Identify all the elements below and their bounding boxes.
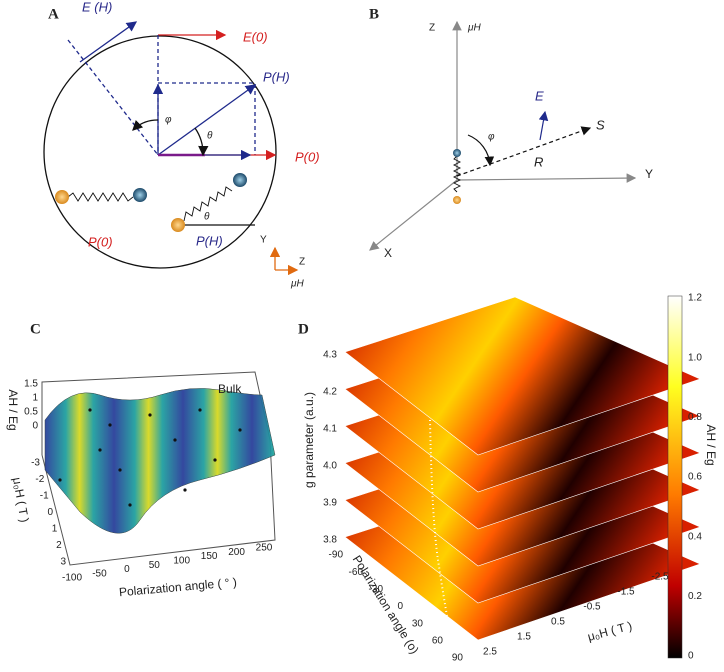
tick-label: 0.8 [688,412,702,423]
label: S [596,117,605,132]
tick-label: 1.0 [688,352,702,363]
label: E (H) [82,0,112,14]
axis-label: g parameter (a.u.) [302,392,316,488]
tick-label: -30 [369,584,384,595]
tick-label: -1 [40,491,49,502]
panel-letter: C [30,321,41,337]
label: φ [165,115,172,126]
label: P(0) [295,149,320,164]
tick-label: 3 [60,557,66,568]
panel-d [344,296,701,641]
label: φ [488,132,495,143]
label: R [534,154,543,169]
label: P(0) [88,234,113,249]
label: Z [429,23,435,34]
label: θ [204,212,210,223]
panel-letter: B [369,6,379,22]
tick-label: 0.2 [688,591,702,602]
label: E [535,88,544,103]
panel-letter: D [298,321,309,337]
tick-label: 0.4 [688,531,702,542]
tick-label: -60 [349,567,364,578]
tick-label: 4.0 [323,461,337,472]
tick-label: 0.5 [551,617,565,628]
label: Y [645,167,653,181]
tick-label: 4.3 [323,350,337,361]
tick-label: 4.2 [323,387,337,398]
tick-label: -90 [329,550,344,561]
axis-label: AH / Eg [6,389,20,430]
tick-label: 0 [32,421,38,432]
tick-label: 3.9 [323,498,337,509]
tick-label: 150 [201,551,218,562]
tick-label: 0 [124,564,130,575]
tick-label: 200 [228,547,245,558]
label: P(H) [196,233,223,248]
tick-label: 0 [688,651,694,662]
tick-label: 2.5 [483,647,497,658]
label: Z [299,257,305,268]
label: μH [467,23,481,34]
label: X [384,246,392,260]
tick-label: 2 [56,540,62,551]
tick-label: -0.5 [583,602,601,613]
axis-label: Polarization angle ( ° ) [118,575,237,599]
tick-label: 4.1 [323,424,337,435]
tick-label: 0.5 [24,407,38,418]
heatmap-slice [344,296,701,456]
tick-label: 250 [256,543,273,554]
tick-label: -50 [92,568,107,579]
inset-label: Bulk [218,382,242,396]
axis-label: μ₀H ( T ) [10,476,32,523]
panel-letter: A [48,6,59,22]
tick-label: -2.5 [651,572,669,583]
tick-label: 100 [173,555,190,566]
tick-label: 90 [452,653,464,664]
tick-label: 1.5 [517,632,531,643]
label: Y [260,235,267,246]
panel-a [43,21,299,276]
label: μH [290,279,304,290]
tick-label: 1 [52,524,58,535]
axis-label: μ₀H ( T ) [586,619,634,644]
label: θ [207,131,213,142]
tick-label: 3.8 [323,535,337,546]
tick-label: -2 [35,474,44,485]
label: P(H) [263,69,290,84]
colorbar [667,295,683,659]
tick-label: -1.5 [617,587,635,598]
tick-label: -3 [31,458,40,469]
tick-label: 0 [47,507,53,518]
tick-label: -100 [62,573,82,584]
tick-label: 60 [432,635,444,646]
tick-label: 0.6 [688,472,702,483]
panel-b [369,20,637,251]
tick-label: 1 [32,393,38,404]
tick-label: 30 [412,618,424,629]
panel-c [41,371,276,566]
tick-label: 0 [397,601,403,612]
tick-label: 1.2 [688,293,702,304]
tick-label: 1.5 [24,379,38,390]
axis-label: AH / Eg [704,424,718,465]
label: E(0) [243,29,268,44]
tick-label: 50 [149,560,161,571]
